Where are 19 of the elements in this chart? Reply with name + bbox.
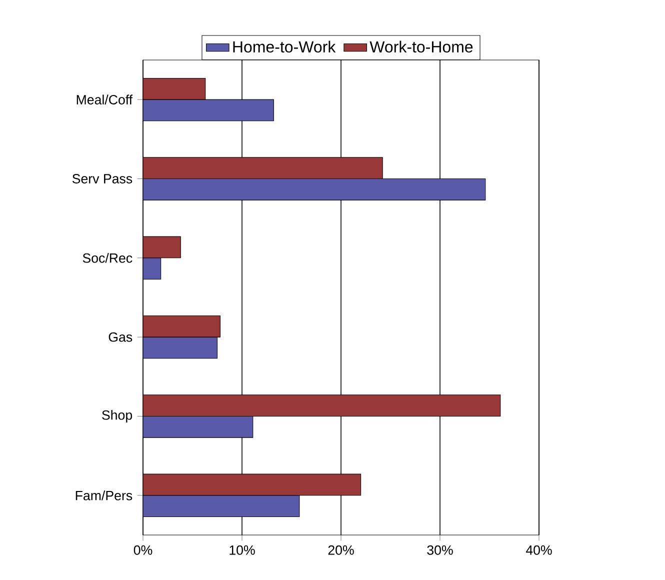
x-tick-label: 10%	[230, 545, 255, 555]
bar	[143, 157, 383, 180]
bar	[143, 394, 501, 417]
legend-label: Home-to-Work	[233, 40, 336, 53]
bar	[143, 78, 206, 100]
y-tick-label: Serv Pass	[72, 174, 132, 184]
y-tick-label: Fam/Pers	[76, 490, 132, 500]
y-tick-label: Meal/Coff	[76, 94, 133, 104]
y-tick-label: Shop	[102, 410, 132, 422]
x-tick-label: 0%	[134, 545, 152, 555]
bar	[143, 474, 362, 496]
y-tick-label: Gas	[108, 332, 132, 342]
y-tick-label: Soc/Rec	[82, 253, 132, 263]
x-tick-label: 20%	[328, 545, 354, 555]
x-tick-label: 30%	[427, 545, 453, 555]
bar	[143, 236, 181, 258]
bar	[143, 315, 220, 338]
legend-label: Work-to-Home	[370, 40, 473, 53]
x-tick-label: 40%	[526, 545, 552, 555]
